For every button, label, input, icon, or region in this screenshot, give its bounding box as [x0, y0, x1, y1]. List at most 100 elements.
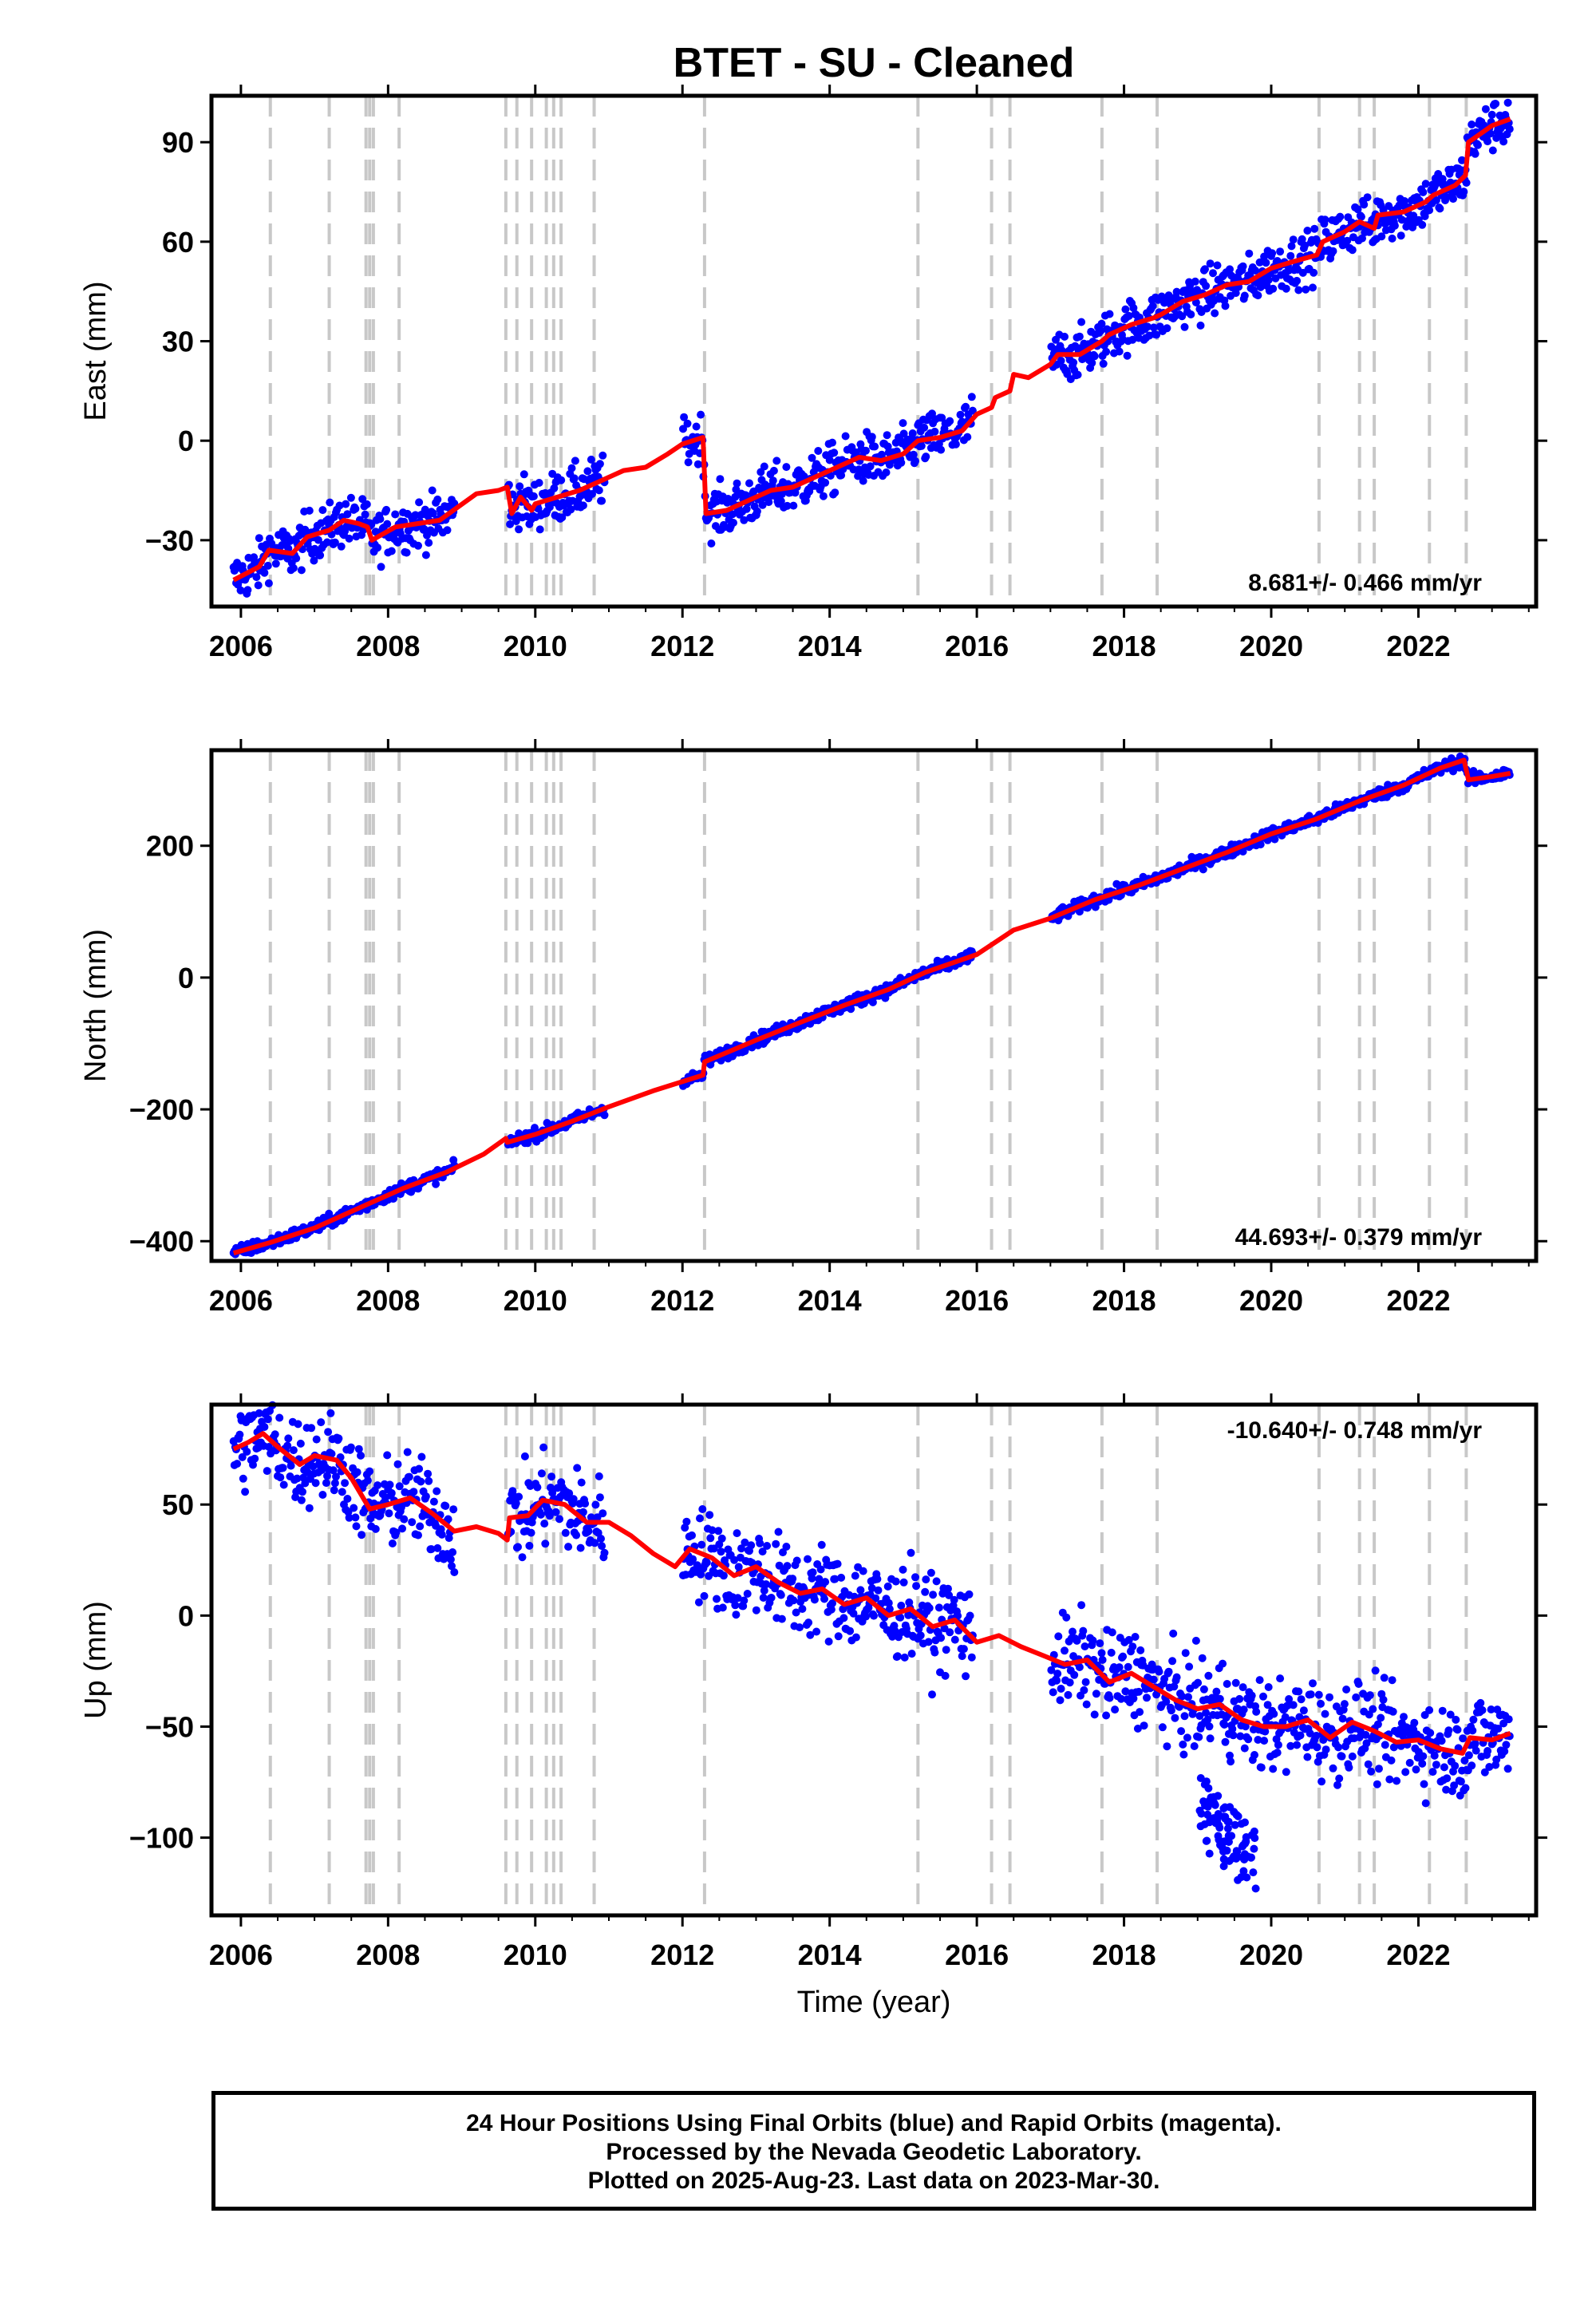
- data-point: [1097, 319, 1106, 328]
- data-point: [815, 1575, 824, 1583]
- data-point: [1364, 1760, 1373, 1769]
- data-point: [316, 551, 325, 559]
- data-point: [1334, 1743, 1343, 1752]
- data-point: [385, 1509, 393, 1518]
- data-point: [598, 1542, 606, 1551]
- data-point: [292, 554, 301, 563]
- data-point: [1256, 840, 1265, 849]
- data-point: [954, 1611, 962, 1620]
- data-point: [548, 1488, 557, 1497]
- data-point: [1270, 1709, 1278, 1718]
- data-point: [866, 462, 875, 471]
- data-point: [856, 1586, 865, 1595]
- data-point: [512, 1499, 520, 1508]
- data-point: [945, 1591, 954, 1599]
- data-point: [922, 1575, 930, 1584]
- data-point: [926, 1568, 935, 1577]
- data-point: [1180, 1712, 1189, 1721]
- plot-frame: [209, 1402, 1539, 1918]
- data-point: [527, 1528, 535, 1537]
- data-point: [392, 1528, 401, 1537]
- data-point: [1418, 1759, 1427, 1768]
- data-point: [362, 500, 371, 508]
- data-point: [737, 1544, 745, 1553]
- chart-title: BTET - SU - Cleaned: [674, 40, 1075, 86]
- data-point: [1310, 268, 1318, 277]
- data-point: [828, 438, 836, 447]
- data-point: [326, 1409, 335, 1417]
- data-point: [930, 1648, 939, 1657]
- data-point: [1056, 1696, 1065, 1705]
- data-point: [745, 479, 753, 488]
- data-point: [557, 476, 566, 484]
- data-point: [702, 1558, 711, 1567]
- data-point: [1260, 252, 1269, 261]
- data-point: [730, 1555, 739, 1564]
- data-point: [1269, 1765, 1278, 1773]
- outlier-point: [1196, 1774, 1205, 1782]
- data-point: [1442, 1785, 1451, 1794]
- y-tick-label: −50: [145, 1710, 194, 1743]
- data-point: [1286, 251, 1295, 260]
- data-point: [1099, 359, 1108, 368]
- data-point: [1468, 121, 1476, 128]
- data-point: [1163, 1742, 1171, 1751]
- data-point: [233, 1460, 242, 1468]
- data-point: [707, 539, 716, 547]
- data-point: [1199, 865, 1207, 874]
- data-point: [595, 1493, 604, 1502]
- data-point: [429, 509, 437, 518]
- data-point: [1215, 1694, 1224, 1703]
- data-point: [839, 1614, 848, 1622]
- data-point: [912, 1582, 921, 1591]
- outlier-point: [1204, 1784, 1213, 1792]
- outlier-point: [1242, 1873, 1251, 1882]
- data-point: [1229, 1731, 1238, 1740]
- data-point: [883, 1582, 892, 1591]
- data-point: [1301, 241, 1310, 250]
- x-tick-label: 2010: [504, 630, 567, 662]
- data-point: [327, 1449, 336, 1458]
- data-point: [1168, 1657, 1177, 1666]
- data-point: [387, 547, 396, 555]
- data-point: [777, 1614, 786, 1623]
- data-point: [540, 1520, 549, 1528]
- data-point: [792, 1608, 800, 1617]
- data-point: [1070, 1670, 1079, 1679]
- data-point: [421, 1492, 430, 1500]
- data-point: [1319, 1736, 1328, 1745]
- data-point: [1206, 259, 1215, 268]
- data-point: [1389, 1707, 1397, 1716]
- data-point: [1274, 1741, 1282, 1749]
- data-point: [1177, 1727, 1186, 1736]
- data-point: [1213, 261, 1222, 270]
- data-point: [377, 563, 385, 571]
- data-point: [1240, 291, 1249, 300]
- y-tick-label: −400: [129, 1225, 194, 1258]
- x-tick-label: 2016: [945, 630, 1009, 662]
- data-point: [732, 1611, 741, 1619]
- data-point: [373, 1481, 382, 1490]
- outlier-point: [1234, 1875, 1242, 1884]
- data-point: [354, 1445, 363, 1453]
- data-point: [1442, 193, 1451, 201]
- data-point: [1425, 206, 1434, 215]
- data-point: [405, 1472, 413, 1481]
- y-tick-label: 200: [146, 830, 194, 863]
- data-point: [1303, 1753, 1312, 1761]
- data-point: [897, 458, 906, 467]
- data-point: [420, 525, 429, 534]
- data-point: [263, 1415, 272, 1424]
- data-point: [383, 1451, 392, 1460]
- data-point: [929, 1591, 938, 1599]
- data-point: [595, 460, 604, 468]
- data-point: [1178, 1692, 1187, 1701]
- data-point: [1047, 1666, 1056, 1674]
- data-point: [428, 486, 437, 495]
- data-point: [713, 1595, 721, 1603]
- data-point: [1487, 110, 1496, 119]
- data-point: [934, 1603, 943, 1612]
- data-point: [1261, 1727, 1270, 1736]
- data-point: [573, 1464, 582, 1472]
- data-point: [899, 1565, 907, 1574]
